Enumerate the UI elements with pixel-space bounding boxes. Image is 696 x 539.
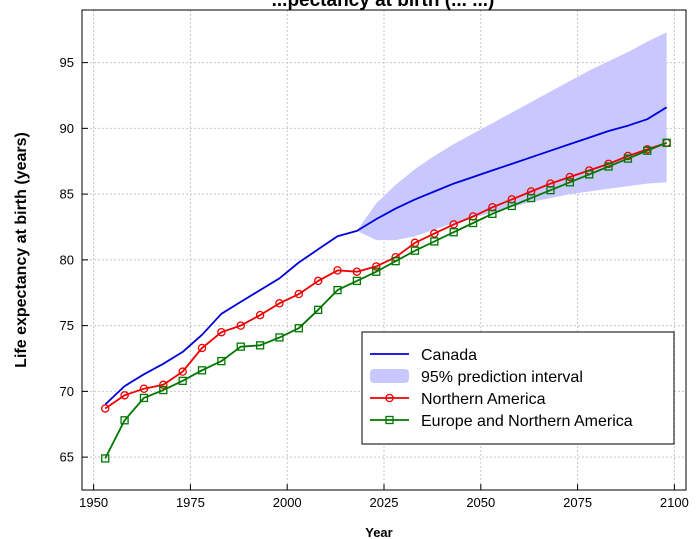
northern-america-point — [255, 310, 265, 320]
northern-america-point — [565, 172, 575, 182]
legend-marker-northern-america — [385, 393, 394, 403]
y-tick-label: 70 — [60, 384, 74, 399]
europe-and-northern-america-point — [526, 193, 536, 203]
europe-and-northern-america-point — [294, 324, 303, 333]
europe-and-northern-america-point — [585, 170, 594, 179]
axes: 1950 1975 2000 2025 2050 2075 2100 65 70 75 80 85 90… — [60, 55, 689, 510]
x-tick-label: 2100 — [660, 495, 689, 510]
canada-line — [104, 106, 668, 406]
northern-america-point — [294, 289, 304, 299]
europe-and-northern-america-point — [507, 201, 516, 211]
plot-area — [100, 32, 671, 463]
x-tick-label: 2075 — [563, 495, 592, 510]
europe-and-northern-america-point — [333, 285, 342, 295]
northern-america-point — [139, 384, 149, 393]
northern-america-point — [236, 321, 245, 330]
northern-america-point — [313, 276, 323, 286]
europe-and-northern-america-point — [565, 178, 574, 187]
europe-and-northern-america-point — [604, 162, 613, 171]
europe-and-northern-america-point — [430, 237, 439, 246]
x-tick-label: 2050 — [466, 495, 495, 510]
northern-america-point — [120, 391, 129, 400]
x-axis-label: Year — [365, 525, 392, 539]
europe-and-northern-america-point — [449, 228, 458, 237]
europe-and-northern-america-point — [372, 267, 381, 276]
europe-and-northern-america-point — [236, 342, 245, 351]
northern-america-point — [449, 220, 458, 229]
prediction-interval-band — [356, 32, 667, 241]
europe-and-northern-america-point — [623, 154, 633, 163]
europe-and-northern-america-point — [178, 376, 187, 385]
europe-and-northern-america-point — [314, 305, 323, 314]
chart-title: ...pectancy at birth (... ...) — [272, 0, 495, 11]
europe-and-northern-america-point — [217, 356, 226, 366]
europe-and-northern-america-point — [391, 257, 400, 266]
europe-and-northern-america-point — [120, 416, 129, 425]
europe-and-northern-america-point — [275, 333, 284, 342]
y-axis-label: Life expectancy at birth (years) — [13, 132, 30, 368]
northern-america-point — [372, 262, 381, 271]
northern-america-point — [333, 266, 342, 275]
europe-and-northern-america-point — [255, 341, 265, 350]
x-tick-label: 2025 — [370, 495, 399, 510]
y-tick-label: 95 — [60, 55, 74, 70]
northern-america-point — [410, 238, 420, 248]
legend-box — [361, 331, 675, 445]
y-tick-label: 65 — [60, 450, 74, 465]
europe-and-northern-america-point — [643, 146, 652, 155]
europe-and-northern-america-point — [197, 366, 207, 375]
x-tick-label: 1975 — [176, 495, 205, 510]
europe-and-northern-america-point — [488, 209, 497, 218]
legend-label-europe-and-northern-america: Europe and Northern America — [421, 413, 633, 430]
northern-america-point — [352, 267, 362, 276]
northern-america-point — [197, 343, 207, 353]
europe-and-northern-america-point — [468, 218, 478, 228]
europe-and-northern-america-point — [662, 138, 671, 147]
northern-america-point — [217, 327, 226, 337]
northern-america-point — [159, 380, 168, 390]
europe-and-northern-america-point — [546, 186, 555, 195]
europe-and-northern-america-point — [159, 385, 168, 395]
legend-label-northern-america: Northern America — [421, 391, 546, 408]
x-tick-label: 1950 — [79, 495, 108, 510]
y-tick-label: 85 — [60, 187, 74, 202]
legend: Canada 95% prediction interval Northern Am… — [361, 331, 675, 445]
y-tick-label: 75 — [60, 318, 74, 333]
northern-america-point — [178, 367, 187, 376]
europe-and-northern-america-point — [101, 454, 110, 463]
europe-and-northern-america-point — [410, 246, 420, 255]
legend-swatch-95-prediction-interval — [370, 369, 409, 383]
northern-america-point — [100, 404, 110, 413]
europe-and-northern-america-point — [139, 393, 149, 403]
northern-america-point — [430, 229, 439, 238]
y-tick-label: 90 — [60, 121, 74, 136]
legend-label-95-prediction-interval: 95% prediction interval — [421, 369, 583, 386]
europe-and-northern-america-point — [352, 276, 362, 286]
legend-marker-europe-and-northern-america — [385, 415, 394, 425]
legend-label-canada: Canada — [421, 347, 477, 364]
northern-america-point — [275, 299, 284, 308]
y-tick-label: 80 — [60, 252, 74, 267]
x-tick-label: 2000 — [273, 495, 302, 510]
